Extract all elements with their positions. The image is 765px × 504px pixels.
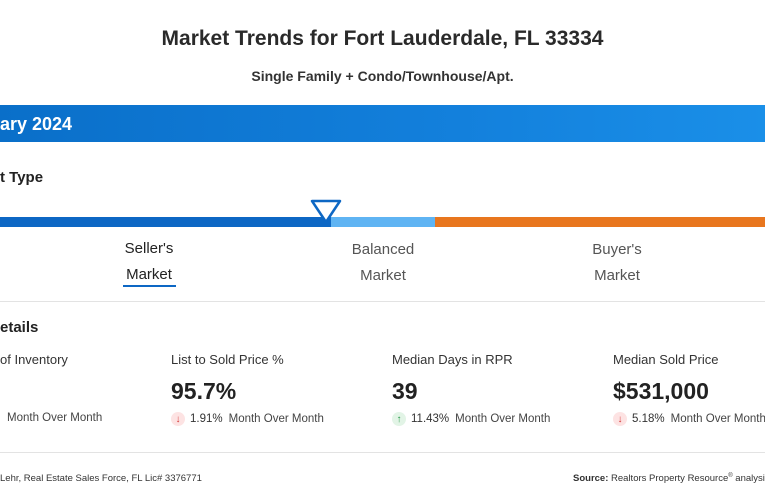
seller-market-line2: Market [126,266,172,283]
gauge-pointer-icon [310,199,342,224]
metric-label: Median Days in RPR [392,352,513,367]
page-subtitle: Single Family + Condo/Townhouse/Apt. [251,68,514,84]
metric-change-text: Month Over Month [670,413,765,425]
gauge-segment-buyer [435,217,765,227]
metric-value: 95.7% [171,378,237,404]
arrow-down-icon: ↓ [613,412,627,426]
metric-median-sold-price: Median Sold Price $531,000 ↓ 5.18% Month… [613,352,765,426]
metric-change: ↓ 5.18% Month Over Month [613,412,765,426]
selected-market-underline [123,285,176,287]
month-banner: ary 2024 [0,105,765,142]
metric-change: ↑ 11.43% Month Over Month [392,412,550,426]
metric-change: ↓ 1.91% Month Over Month [171,412,324,426]
balanced-market-line1: Balanced [351,241,415,258]
seller-market-line1: Seller's [124,240,174,257]
section-divider [0,301,765,302]
buyer-market-line1: Buyer's [592,241,642,258]
market-type-gauge [0,217,765,227]
metric-change-pct: 11.43% [411,413,450,425]
source-label: Source: [573,473,609,485]
metric-inventory: of Inventory Month Over Month [0,352,102,424]
metric-label: Median Sold Price [613,352,719,367]
metric-change-text: Month Over Month [228,413,324,425]
metric-change-pct: 5.18% [632,413,665,425]
arrow-down-icon: ↓ [171,412,185,426]
balanced-market-line2: Market [360,267,406,284]
metric-list-to-sold: List to Sold Price % 95.7% ↓ 1.91% Month… [171,352,324,426]
metric-change-text: Month Over Month [455,413,551,425]
gauge-segment-seller [0,217,331,227]
page-title: Market Trends for Fort Lauderdale, FL 33… [161,27,604,50]
metric-label: List to Sold Price % [171,352,284,367]
registered-mark: ® [728,473,733,479]
arrow-up-icon: ↑ [392,412,406,426]
metric-change-text: Month Over Month [7,412,103,424]
source-credit: Source: Realtors Property Resource® anal… [573,473,765,484]
details-heading: etails [0,319,39,336]
metric-median-days: Median Days in RPR 39 ↑ 11.43% Month Ove… [392,352,550,426]
footer-divider [0,452,765,453]
market-type-heading: t Type [0,169,44,186]
metric-change: Month Over Month [7,412,102,424]
metric-label: of Inventory [0,352,68,367]
metric-value: 39 [392,378,418,404]
metric-change-pct: 1.91% [190,413,223,425]
balanced-market-label[interactable]: Balanced Market [333,237,433,289]
source-text: Realtors Property Resource [611,473,729,485]
buyer-market-label[interactable]: Buyer's Market [567,237,667,289]
month-label: ary 2024 [0,114,73,134]
gauge-segment-balanced [331,217,435,227]
agent-info: Lehr, Real Estate Sales Force, FL Lic# 3… [0,473,202,484]
seller-market-label[interactable]: Seller's Market [104,236,194,288]
buyer-market-line2: Market [594,267,640,284]
source-suffix: analysis [735,473,765,485]
metric-value: $531,000 [613,378,709,404]
